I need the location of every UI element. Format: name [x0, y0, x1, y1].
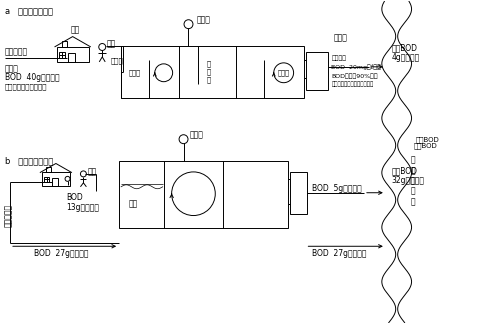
Text: ブロア: ブロア — [196, 16, 210, 25]
Text: BOD  20mg／ℓ以下: BOD 20mg／ℓ以下 — [331, 64, 381, 70]
Text: 接触材: 接触材 — [277, 69, 290, 76]
Text: BOD: BOD — [66, 193, 83, 202]
Text: （下水道の高級処理と同等）: （下水道の高級処理と同等） — [331, 82, 373, 87]
Text: 汚泥: 汚泥 — [128, 199, 138, 208]
Text: b   単独処理浄化槽: b 単独処理浄化槽 — [5, 156, 53, 165]
Bar — [62, 41, 67, 47]
Text: （注）: （注） — [5, 64, 19, 73]
Text: 放流BOD: 放流BOD — [416, 136, 439, 143]
Bar — [290, 172, 308, 214]
Text: 接
触
材: 接 触 材 — [206, 61, 210, 83]
Text: 放流水管: 放流水管 — [331, 55, 346, 61]
Text: 放流管: 放流管 — [333, 34, 347, 42]
Bar — [46, 167, 51, 172]
Bar — [121, 46, 305, 98]
Text: BOD  40g／人・日: BOD 40g／人・日 — [5, 73, 60, 82]
Text: 生活雑排水: 生活雑排水 — [4, 204, 13, 227]
Text: BOD  27g／人・日: BOD 27g／人・日 — [312, 249, 367, 258]
Text: 流入管: 流入管 — [110, 58, 123, 64]
Text: 生物化学的酸素要求量: 生物化学的酸素要求量 — [5, 83, 48, 90]
Text: 家庭: 家庭 — [71, 26, 80, 35]
Text: 放流BOD: 放流BOD — [414, 143, 437, 149]
Text: 4g／人・日: 4g／人・日 — [392, 53, 420, 63]
Bar — [44, 177, 49, 182]
Bar — [119, 161, 288, 228]
Text: a   合併処理浄化槽: a 合併処理浄化槽 — [5, 7, 53, 16]
Text: 13g／人・日: 13g／人・日 — [66, 203, 99, 212]
Bar — [52, 178, 58, 186]
Text: BOD  5g／人・日: BOD 5g／人・日 — [312, 184, 362, 193]
Text: し尿: し尿 — [106, 40, 116, 49]
Text: 生活雑排水: 生活雑排水 — [5, 47, 28, 56]
Text: BOD  27g／人・日: BOD 27g／人・日 — [34, 249, 89, 258]
Text: 放流BOD: 放流BOD — [392, 167, 418, 175]
Bar — [42, 172, 70, 186]
Text: 公
共
川
水
域: 公 共 川 水 域 — [411, 156, 415, 206]
Text: BOD除去率90%以上: BOD除去率90%以上 — [331, 73, 378, 78]
Text: し尿: し尿 — [88, 168, 96, 176]
Bar — [307, 52, 328, 90]
Bar — [59, 52, 65, 58]
Text: ブロア: ブロア — [189, 131, 203, 140]
Text: 放流BOD: 放流BOD — [392, 43, 418, 52]
Text: 32g／人・日: 32g／人・日 — [392, 176, 425, 185]
Text: 接触材: 接触材 — [129, 69, 141, 76]
Bar — [68, 52, 75, 62]
Bar — [57, 47, 89, 62]
